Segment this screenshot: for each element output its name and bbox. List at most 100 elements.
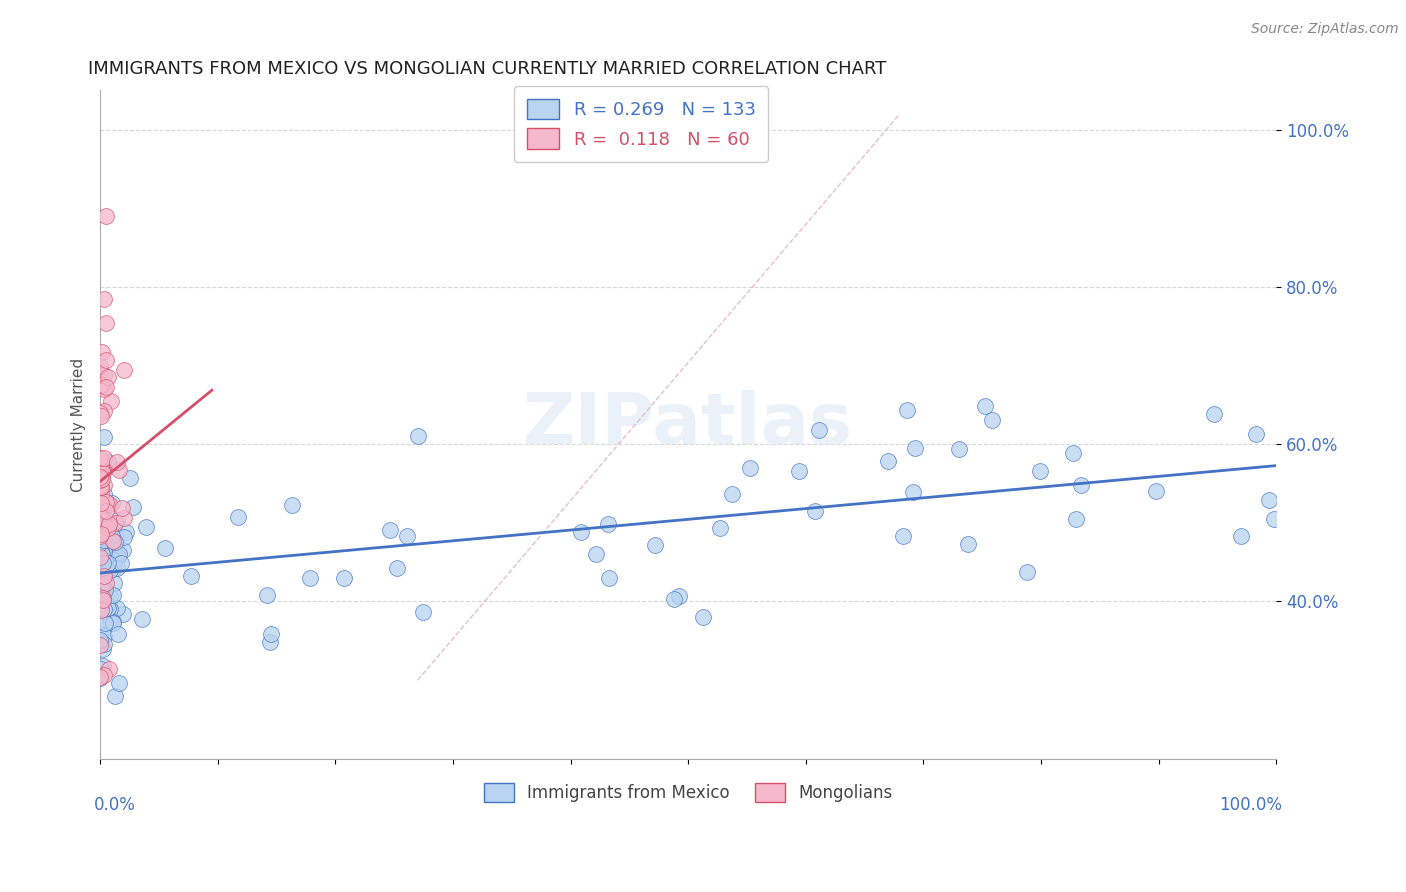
Point: [596, 517, 619, 532]
Point: [107, 547, 129, 561]
Point: [877, 454, 900, 468]
Point: [692, 610, 714, 624]
Point: [107, 550, 129, 565]
Point: [97, 662, 120, 676]
Point: [93, 404, 115, 418]
Point: [93, 368, 115, 383]
Point: [112, 511, 135, 525]
Point: [98, 602, 121, 616]
Point: [90, 582, 112, 596]
Point: [104, 689, 127, 703]
Point: [90, 480, 112, 494]
Text: Source: ZipAtlas.com: Source: ZipAtlas.com: [1251, 22, 1399, 37]
Point: [91, 557, 114, 571]
Text: IMMIGRANTS FROM MEXICO VS MONGOLIAN CURRENTLY MARRIED CORRELATION CHART: IMMIGRANTS FROM MEXICO VS MONGOLIAN CURR…: [89, 60, 887, 78]
Point: [90, 472, 112, 486]
Point: [260, 627, 283, 641]
Point: [112, 542, 135, 557]
Point: [98, 522, 121, 536]
Point: [90, 582, 112, 597]
Point: [1029, 464, 1052, 478]
Point: [100, 394, 122, 409]
Point: [90, 486, 112, 500]
Point: [91, 591, 114, 605]
Point: [93, 601, 115, 615]
Point: [105, 455, 128, 469]
Point: [89, 407, 111, 421]
Point: [93, 569, 115, 583]
Point: [93, 292, 115, 306]
Point: [90, 480, 112, 494]
Point: [644, 538, 666, 552]
Point: [664, 592, 686, 607]
Point: [114, 524, 136, 539]
Point: [90, 551, 112, 566]
Point: [90, 526, 112, 541]
Point: [97, 455, 120, 469]
Point: [90, 524, 112, 539]
Point: [93, 521, 115, 535]
Point: [973, 399, 995, 413]
Point: [89, 598, 111, 612]
Point: [91, 530, 114, 544]
Point: [98, 589, 121, 603]
Text: 0.0%: 0.0%: [94, 796, 136, 814]
Point: [105, 561, 128, 575]
Point: [896, 403, 918, 417]
Point: [94, 513, 117, 527]
Point: [98, 614, 121, 628]
Point: [91, 469, 114, 483]
Point: [101, 496, 124, 510]
Point: [89, 577, 111, 591]
Point: [668, 589, 690, 603]
Point: [91, 642, 114, 657]
Point: [93, 545, 115, 559]
Point: [89, 577, 111, 591]
Point: [787, 464, 810, 478]
Point: [120, 471, 142, 485]
Point: [807, 423, 830, 437]
Point: [89, 670, 111, 684]
Point: [93, 499, 115, 513]
Point: [1204, 407, 1226, 421]
Point: [103, 576, 125, 591]
Point: [93, 574, 115, 588]
Point: [378, 524, 401, 538]
Point: [90, 496, 112, 510]
Point: [948, 442, 970, 457]
Point: [90, 603, 112, 617]
Point: [89, 662, 111, 676]
Point: [104, 516, 127, 531]
Point: [281, 498, 304, 512]
Point: [94, 576, 117, 591]
Point: [1062, 446, 1084, 460]
Point: [90, 593, 112, 607]
Point: [89, 451, 111, 466]
Point: [1258, 493, 1281, 508]
Point: [1229, 528, 1251, 542]
Point: [97, 516, 120, 531]
Point: [89, 475, 111, 489]
Point: [91, 537, 114, 551]
Point: [96, 316, 118, 330]
Point: [105, 601, 128, 615]
Point: [901, 484, 924, 499]
Point: [90, 599, 112, 613]
Point: [93, 629, 115, 643]
Point: [90, 345, 112, 359]
Point: [180, 569, 202, 583]
Point: [1066, 512, 1088, 526]
Point: [93, 518, 115, 533]
Point: [89, 529, 111, 543]
Legend: Immigrants from Mexico, Mongolians: Immigrants from Mexico, Mongolians: [475, 774, 901, 811]
Point: [598, 571, 620, 585]
Point: [256, 588, 278, 602]
Point: [91, 378, 114, 392]
Point: [89, 535, 111, 549]
Point: [93, 515, 115, 529]
Point: [90, 544, 112, 558]
Point: [396, 529, 419, 543]
Point: [91, 461, 114, 475]
Point: [111, 500, 134, 515]
Point: [387, 561, 409, 575]
